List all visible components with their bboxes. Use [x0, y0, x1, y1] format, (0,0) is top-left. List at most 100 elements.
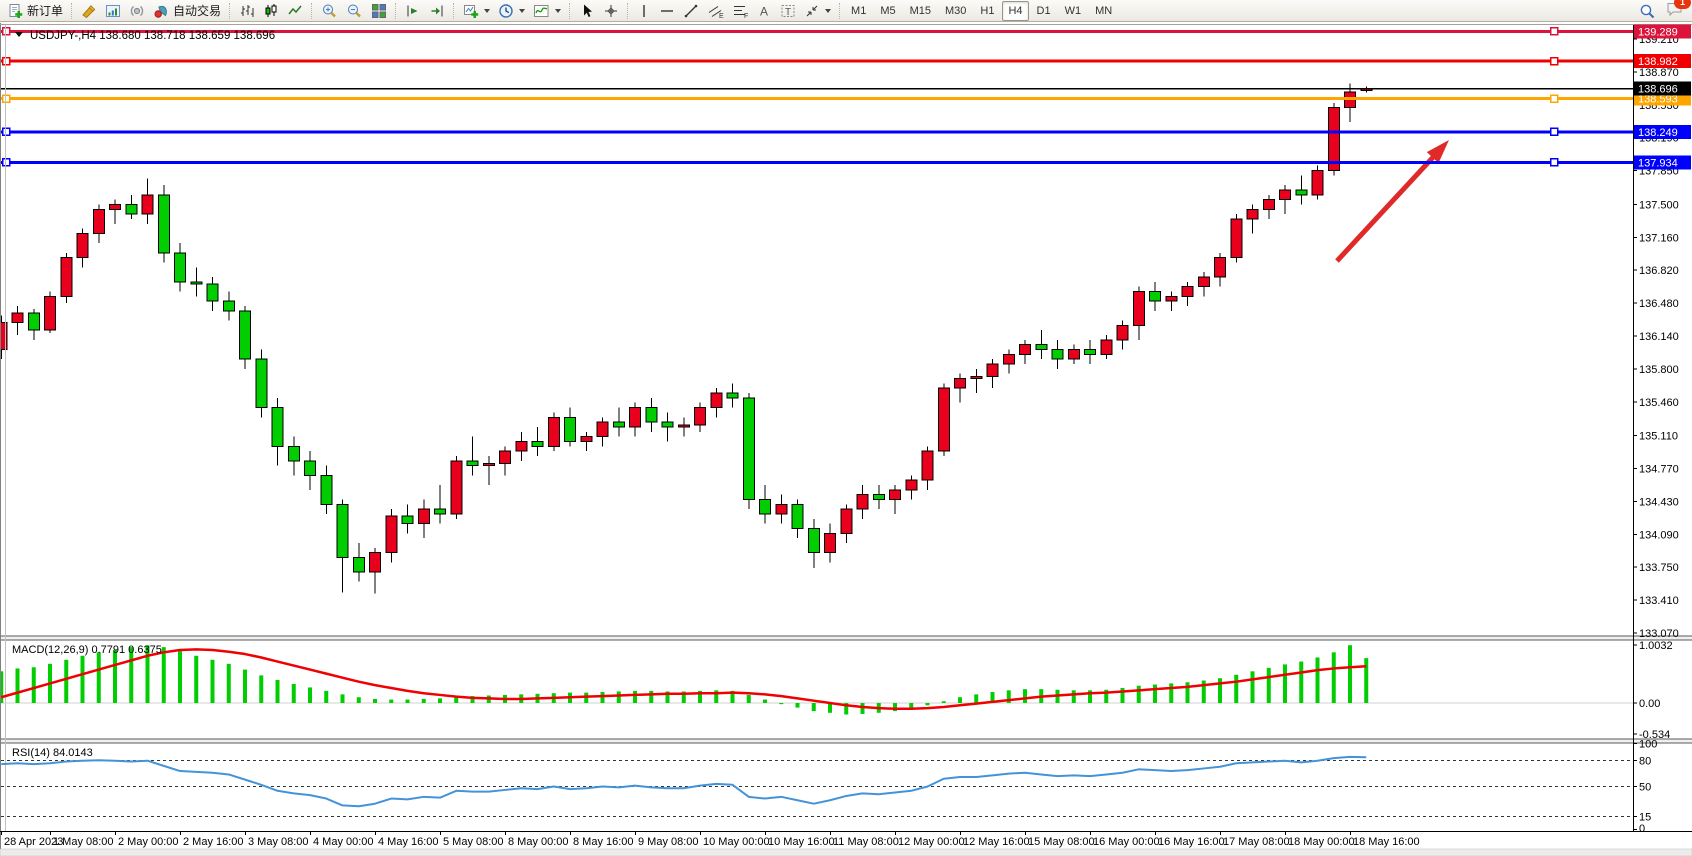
pane-splitter[interactable] [0, 636, 1692, 640]
dropdown-arrow-icon [825, 8, 832, 13]
candle-bull [11, 306, 24, 336]
candle-body [807, 528, 820, 554]
period-button[interactable] [494, 0, 529, 22]
macd-histogram-bar [80, 655, 85, 703]
price-tick-label: 134.770 [1639, 464, 1679, 476]
timeframe-button-m5[interactable]: M5 [880, 4, 896, 17]
macd-histogram-bar [746, 694, 751, 703]
pane-splitter[interactable] [0, 739, 1692, 743]
price-tick-label: 135.110 [1639, 431, 1678, 443]
candlestick-chart-button[interactable] [259, 0, 283, 22]
candle-body [255, 358, 268, 409]
macd-layer [1, 645, 1633, 715]
candle-body [320, 474, 333, 505]
macd-histogram-bar [600, 692, 605, 703]
zoom-in-icon [323, 4, 336, 17]
candle-bear [125, 194, 138, 219]
cursor-tool-button[interactable] [575, 0, 599, 22]
candle-body [206, 283, 219, 302]
timeframe-button-m30[interactable]: M30 [945, 4, 967, 17]
auto-trading-label: 自动交易 [173, 4, 222, 18]
new-chart-button[interactable] [459, 0, 494, 22]
market-watch-button[interactable] [101, 0, 125, 22]
timeframe-button-h1[interactable]: H1 [980, 4, 995, 17]
candle-body [1279, 189, 1291, 201]
fibonacci-tool-button[interactable]: F [728, 0, 753, 22]
zoom-out-button[interactable] [342, 0, 367, 22]
chart-expand-icon[interactable] [15, 32, 23, 37]
candle-bull [141, 178, 154, 224]
price-tick-label: 137.160 [1639, 232, 1679, 244]
horizontal-line-tool-button[interactable] [655, 0, 679, 22]
timeframe-button-h4[interactable]: H4 [1002, 0, 1029, 21]
text-tool-button[interactable]: A [753, 0, 776, 22]
candle-body [1051, 349, 1064, 360]
search-icon[interactable] [1639, 3, 1656, 20]
candle-bull [1246, 204, 1259, 234]
arrows-tool-button[interactable] [800, 0, 835, 22]
auto-scroll-button[interactable] [401, 0, 425, 22]
candle-bear [434, 484, 446, 524]
hline-handle[interactable] [1549, 94, 1559, 103]
timeframe-button-m1[interactable]: M1 [851, 4, 867, 17]
new-order-button[interactable]: 新订单 [4, 0, 67, 22]
signal-button[interactable] [125, 0, 149, 22]
svg-text:F: F [744, 13, 748, 19]
candle-bear [352, 543, 365, 582]
candle-bull [677, 417, 690, 437]
macd-histogram-bar [893, 703, 897, 712]
timeframe-button-w1[interactable]: W1 [1064, 4, 1082, 17]
crosshair-tool-button[interactable] [599, 0, 623, 22]
cursor-arrow-icon [584, 4, 593, 17]
hline-handle[interactable] [1549, 158, 1559, 167]
dropdown-arrow-icon [484, 8, 491, 13]
chart-shift-button[interactable] [425, 0, 449, 22]
candle-body [27, 312, 40, 331]
line-chart-button[interactable] [283, 0, 307, 22]
label-tool-button[interactable]: T [776, 0, 800, 22]
candle-body [174, 252, 186, 283]
candle-bear [1084, 339, 1096, 365]
zoom-in-button[interactable] [317, 0, 342, 22]
auto-trading-button[interactable]: 自动交易 [149, 0, 225, 22]
candle-body [304, 460, 316, 476]
hline-handle[interactable] [1549, 127, 1559, 137]
macd-histogram-bar [161, 647, 166, 703]
candle-bear [255, 349, 268, 418]
candle-body [141, 194, 154, 215]
candle-body [1230, 218, 1243, 259]
macd-histogram-bar [909, 703, 914, 709]
hline-handle[interactable] [1549, 56, 1559, 66]
tile-windows-button[interactable] [367, 0, 391, 22]
candle-bull [1327, 102, 1340, 176]
candle-bull [369, 547, 381, 594]
trend-arrow-annotation[interactable] [1335, 140, 1449, 263]
candle-bear [612, 407, 625, 437]
timeframe-button-d1[interactable]: D1 [1036, 4, 1051, 17]
rsi-tick-label: 80 [1639, 756, 1651, 768]
bar-chart-button[interactable] [235, 0, 259, 22]
vertical-line-tool-button[interactable] [633, 0, 655, 22]
candle-body [1327, 107, 1340, 172]
timeframe-button-mn[interactable]: MN [1095, 4, 1113, 17]
macd-histogram-bar [194, 655, 199, 703]
candle-bull [694, 402, 706, 432]
timeframe-button-m15[interactable]: M15 [909, 4, 931, 17]
chat-button[interactable]: 1 [1666, 0, 1691, 22]
candle-bull [596, 417, 609, 447]
macd-histogram-bar [1, 671, 4, 703]
macd-histogram-bar [779, 703, 784, 705]
bar-chart-icon [241, 4, 254, 17]
auto-trading-icon [154, 5, 167, 18]
indicators-button[interactable] [529, 0, 565, 22]
hline-price-tag: 138.249 [1634, 124, 1691, 139]
svg-text:A: A [760, 4, 768, 18]
trendline-tool-button[interactable] [679, 0, 703, 22]
auto-scroll-icon [407, 5, 418, 16]
macd-scale: 1.0032 0.00 -0.534 [1633, 640, 1673, 741]
hline-handle[interactable] [1549, 27, 1559, 36]
candle-body [287, 445, 300, 462]
channel-tool-button[interactable]: E [703, 0, 728, 22]
styler-button[interactable] [77, 0, 101, 22]
